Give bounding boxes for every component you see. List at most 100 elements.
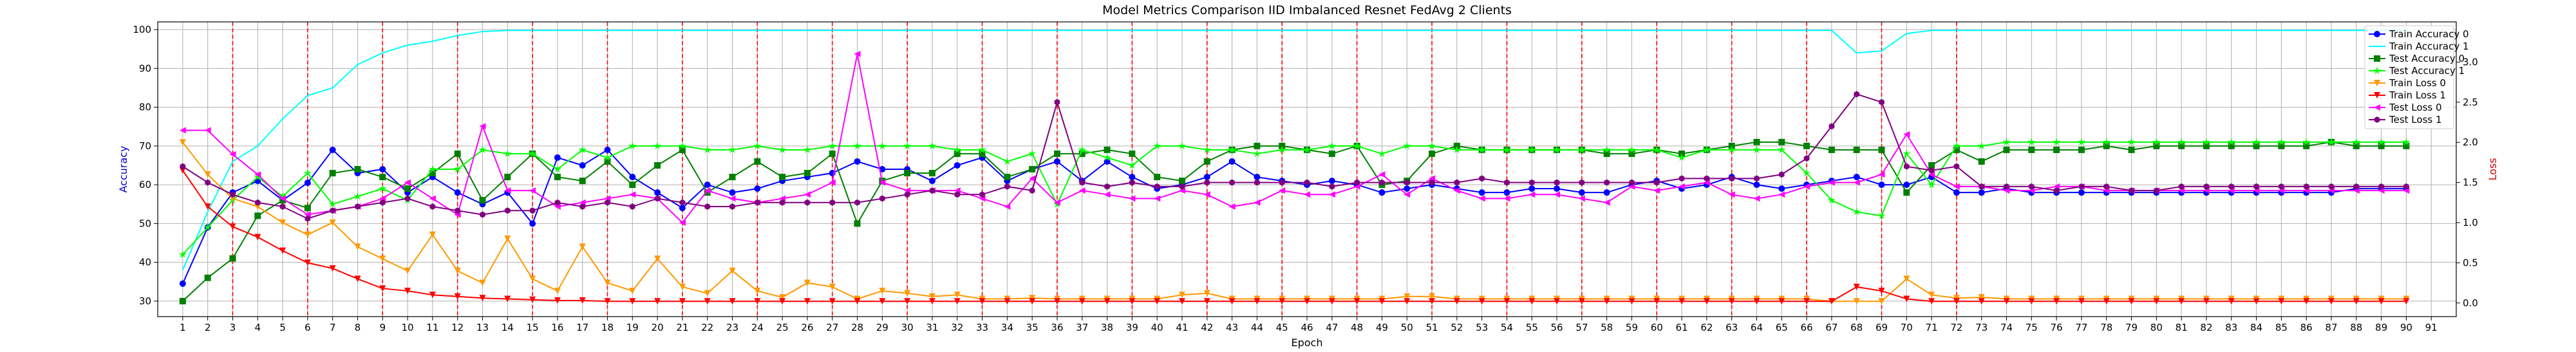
x-tick-label: 89 (2375, 322, 2387, 333)
series-point (203, 223, 212, 231)
x-axis: 1 2 3 4 5 6 7 8 9 10 11 12 13 14 15 16 17 18 19 20 21 22 23 24 2… (180, 317, 2438, 333)
series-point (1678, 175, 1685, 182)
x-tick-label: 41 (1176, 322, 1188, 333)
x-tick-label: 15 (527, 322, 539, 333)
series-point (904, 298, 911, 305)
series-point (1778, 191, 1785, 198)
chart-title: Model Metrics Comparison IID Imbalanced … (1102, 3, 1512, 17)
series-point (1378, 189, 1386, 196)
y-right-tick-label: 2.5 (2463, 97, 2478, 108)
series-point (2128, 298, 2135, 305)
series-point (1254, 298, 1261, 305)
series-point (679, 219, 686, 226)
series-point (1429, 150, 1436, 157)
series-point (354, 166, 361, 172)
x-tick-label: 3 (230, 322, 236, 333)
series-point (653, 142, 662, 150)
series-point (954, 162, 961, 169)
series-point (854, 220, 861, 227)
series-point (1078, 145, 1086, 154)
y-right-tick-label: 0.5 (2463, 257, 2478, 268)
series-point (2278, 187, 2285, 194)
series-point (1404, 185, 1411, 192)
x-tick-label: 45 (1276, 322, 1288, 333)
series-point (529, 220, 536, 227)
series-point (1478, 298, 1485, 305)
x-tick-label: 48 (1351, 322, 1363, 333)
series-point (578, 145, 587, 154)
series-point (279, 219, 287, 226)
series-point (1578, 189, 1585, 196)
series-point (2203, 187, 2210, 194)
series-point (2378, 187, 2385, 194)
series-point (229, 223, 236, 230)
x-tick-label: 91 (2425, 322, 2438, 333)
series-point (1104, 298, 1111, 305)
series-group (179, 139, 2410, 305)
series-point (754, 288, 761, 295)
x-tick-label: 80 (2150, 322, 2163, 333)
series-point (429, 195, 436, 202)
series-point (1778, 185, 1785, 192)
series-point (1827, 196, 1836, 204)
series-point (679, 146, 686, 153)
series-point (579, 178, 586, 185)
series-point (1977, 142, 1986, 150)
series-point (330, 207, 335, 214)
series-point (1603, 199, 1610, 206)
series-point (2178, 298, 2185, 305)
series-point (279, 197, 287, 204)
series-point (1228, 298, 1236, 305)
y-axis-left-title: Accuracy (117, 145, 129, 192)
series-point (853, 142, 861, 150)
series-point (1178, 292, 1185, 299)
series-point (1104, 146, 1111, 153)
series-point (928, 170, 935, 177)
series-point (2402, 138, 2411, 146)
series-point (1878, 146, 1885, 153)
x-tick-label: 78 (2100, 322, 2112, 333)
series-point (553, 165, 562, 173)
series-point (2103, 183, 2110, 190)
series-point (1328, 150, 1335, 157)
series-point (1453, 187, 1460, 194)
series-point (979, 191, 985, 198)
series-point (2153, 142, 2160, 149)
series-point (1753, 195, 1760, 202)
series-point (379, 184, 387, 192)
series-point (1004, 174, 1011, 181)
series-point (204, 171, 211, 178)
series-point (1953, 183, 1960, 190)
series-point (1203, 158, 1210, 165)
series-point (1903, 275, 1910, 283)
series-point (179, 280, 186, 287)
series-point (2102, 138, 2111, 146)
series-point (1528, 179, 1535, 186)
series-point (1154, 298, 1161, 305)
series-point (279, 247, 287, 254)
x-tick-label: 86 (2300, 322, 2313, 333)
series-point (2253, 183, 2259, 190)
y-right-tick-label: 1.5 (2463, 177, 2478, 189)
series-point (379, 174, 386, 181)
series-point (254, 171, 261, 178)
series-point (179, 127, 186, 134)
series-point (928, 178, 935, 185)
series-point (629, 174, 636, 181)
y-right-tick-label: 0.0 (2463, 297, 2478, 309)
series-point (1328, 142, 1336, 150)
series-point (1353, 183, 1360, 190)
series-point (254, 234, 261, 241)
series-point (1979, 183, 1985, 190)
series-point (2403, 298, 2410, 305)
x-tick-label: 10 (401, 322, 413, 333)
series-point (329, 265, 336, 272)
x-tick-label: 11 (426, 322, 438, 333)
series-point (1978, 294, 1985, 301)
x-tick-label: 77 (2075, 322, 2087, 333)
y-left-tick-label: 80 (139, 102, 151, 113)
series-point (328, 199, 337, 208)
series-point (604, 146, 611, 153)
series-point (1554, 179, 1560, 186)
series-point (1653, 145, 1661, 154)
